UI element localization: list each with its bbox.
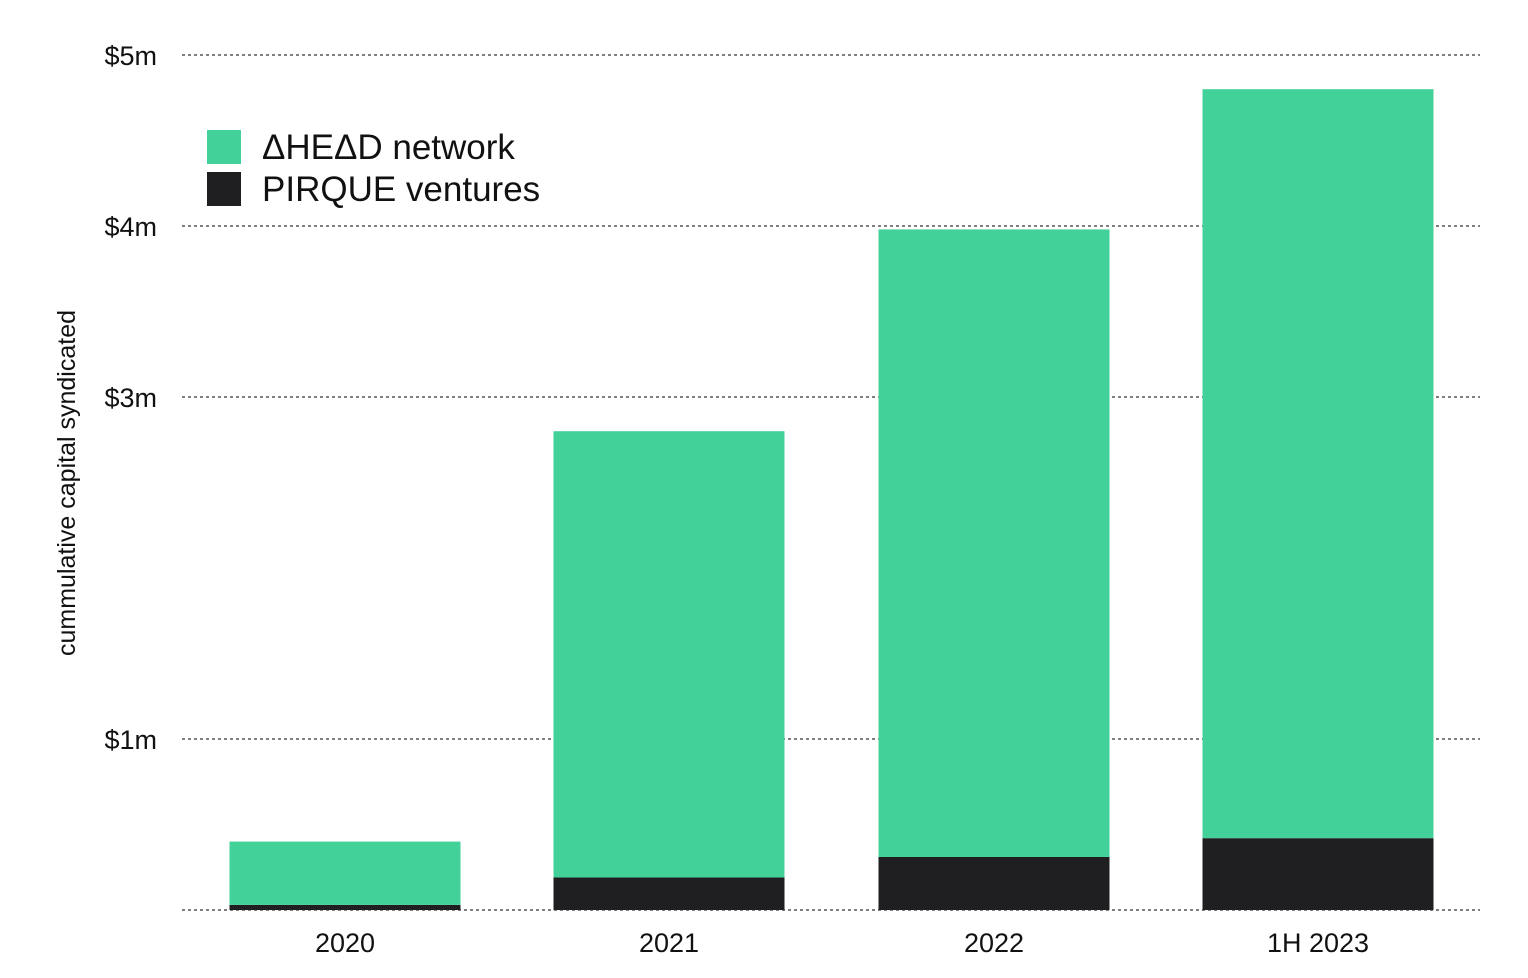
bar-segment bbox=[878, 229, 1110, 857]
bar-segment bbox=[1202, 838, 1434, 910]
legend-label: ΔHEΔD network bbox=[262, 128, 515, 167]
y-axis-title: cummulative capital syndicated bbox=[53, 310, 81, 656]
bar-segment bbox=[229, 904, 461, 910]
x-axis-ticks: 2020 2021 2022 1H 2023 bbox=[315, 928, 1369, 958]
legend-label: PIRQUE ventures bbox=[262, 170, 540, 209]
x-tick-label: 2021 bbox=[639, 928, 699, 958]
bars bbox=[229, 89, 1434, 910]
y-tick-label: $3m bbox=[104, 383, 157, 413]
bar-segment bbox=[553, 877, 785, 910]
y-tick-label: $4m bbox=[104, 212, 157, 242]
y-tick-label: $1m bbox=[104, 725, 157, 755]
x-tick-label: 2020 bbox=[315, 928, 375, 958]
legend-swatch bbox=[207, 130, 241, 164]
bar-segment bbox=[878, 856, 1110, 910]
y-tick-label: $5m bbox=[104, 41, 157, 71]
x-tick-label: 1H 2023 bbox=[1267, 928, 1369, 958]
bar-segment bbox=[1202, 89, 1434, 839]
x-tick-label: 2022 bbox=[964, 928, 1024, 958]
y-axis-ticks: $1m $3m $4m $5m bbox=[104, 41, 157, 755]
legend-swatch bbox=[207, 172, 241, 206]
bar-segment bbox=[229, 841, 461, 905]
bar-segment bbox=[553, 431, 785, 878]
